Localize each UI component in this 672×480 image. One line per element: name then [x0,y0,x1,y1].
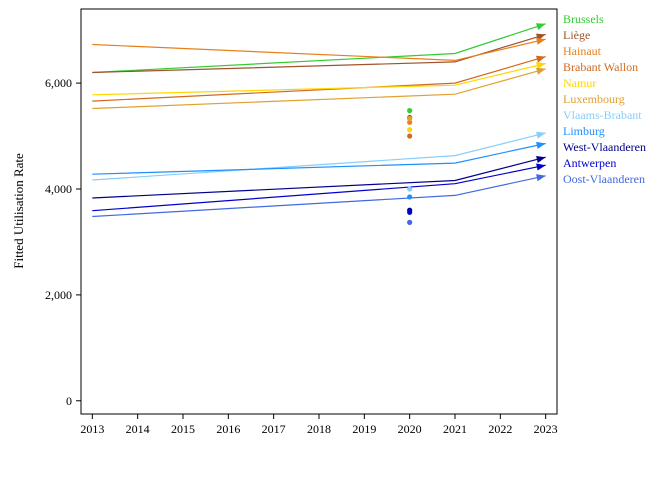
series-line [92,164,546,212]
x-tick-label: 2023 [534,422,558,436]
x-tick-label: 2015 [171,422,195,436]
y-tick-label: 0 [66,394,72,408]
legend-entry: Antwerpen [563,156,616,170]
data-point-2020 [407,186,413,192]
series-line [92,68,546,110]
y-tick-label: 2,000 [45,288,72,302]
series-line [92,23,546,74]
series-line [92,132,546,181]
x-tick-label: 2020 [398,422,422,436]
series-line [92,175,546,218]
legend-entry: Vlaams-Brabant [563,108,642,122]
x-tick-label: 2016 [216,422,240,436]
data-point-2020 [407,115,413,122]
x-tick-label: 2019 [352,422,376,436]
series-line [92,142,546,175]
series-line [92,38,546,62]
series-arrowhead [536,37,546,45]
series-arrowhead [536,131,546,139]
x-axis: 2013 2014 2015 2016 2017 2018 2019 2020 2021 2022… [80,414,558,436]
legend-entry: Brabant Wallon [563,60,638,74]
x-tick-label: 2018 [307,422,331,436]
series-arrowhead [536,163,546,171]
data-point-2020 [407,127,413,133]
x-tick-label: 2013 [80,422,104,436]
y-axis-label: Fitted Utilisation Rate [11,153,26,269]
points-layer [407,108,413,225]
series-arrowhead [536,23,546,30]
series-line [92,62,546,96]
legend-entry: Oost-Vlaanderen [563,172,645,186]
x-tick-label: 2022 [488,422,512,436]
data-point-2020 [407,219,413,225]
series-line [92,33,546,74]
y-tick-label: 4,000 [45,182,72,196]
data-point-2020 [407,133,413,139]
x-tick-label: 2017 [262,422,286,436]
legend: Brussels Liège Hainaut Brabant Wallon Namur L… [563,12,646,186]
y-axis: 0 2,000 4,000 6,000 [45,76,81,408]
series-arrowhead [536,174,546,182]
legend-entry: Hainaut [563,44,602,58]
legend-entry: Luxembourg [563,92,625,106]
data-point-2020 [407,209,413,215]
legend-entry: Limburg [563,124,605,138]
data-point-2020 [407,119,413,125]
series-layer [92,23,546,218]
data-point-2020 [407,194,413,200]
series-arrowhead [536,67,546,75]
legend-entry: West-Vlaanderen [563,140,646,154]
legend-entry: Brussels [563,12,604,26]
data-point-2020 [407,108,413,114]
series-arrowhead [536,156,546,163]
x-tick-label: 2014 [126,422,150,436]
y-tick-label: 6,000 [45,76,72,90]
series-arrowhead [536,55,546,63]
legend-entry: Liège [563,28,590,42]
x-tick-label: 2021 [443,422,467,436]
series-line [92,156,546,199]
series-arrowhead [536,141,546,149]
series-arrowhead [536,62,546,70]
legend-entry: Namur [563,76,596,90]
series-line [92,56,546,102]
